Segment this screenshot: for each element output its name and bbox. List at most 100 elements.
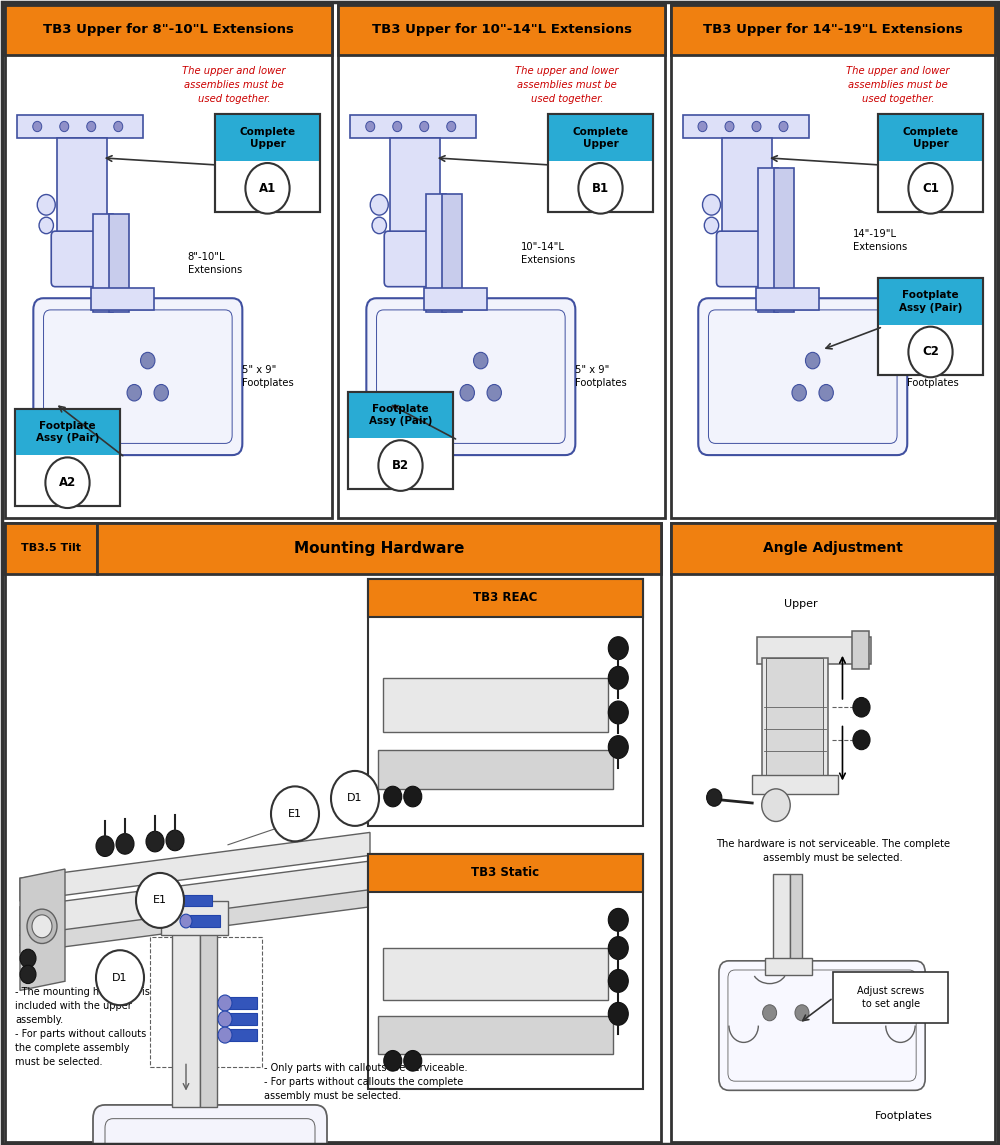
Circle shape	[32, 915, 52, 938]
Text: E1: E1	[288, 808, 302, 819]
Text: C2: C2	[922, 346, 939, 358]
Bar	[200, 907, 217, 1107]
Circle shape	[474, 353, 488, 369]
Circle shape	[404, 1050, 422, 1071]
Circle shape	[487, 385, 501, 401]
Text: The upper and lower
assemblies must be
used together.: The upper and lower assemblies must be u…	[182, 66, 286, 103]
Circle shape	[172, 893, 184, 907]
Bar	[766, 658, 823, 783]
Bar	[182, 894, 212, 906]
Circle shape	[378, 440, 423, 491]
Bar	[368, 854, 643, 892]
Bar	[878, 114, 983, 212]
Text: Footplate
Assy (Pair): Footplate Assy (Pair)	[899, 290, 962, 313]
Bar	[774, 168, 794, 313]
Circle shape	[725, 121, 734, 132]
Circle shape	[792, 385, 806, 401]
Bar	[671, 523, 995, 1142]
Circle shape	[96, 836, 114, 856]
Bar	[378, 1016, 613, 1053]
Bar	[227, 997, 257, 1009]
Bar	[548, 114, 653, 161]
Text: TB3.5 Tilt: TB3.5 Tilt	[21, 544, 81, 553]
Bar	[756, 287, 819, 310]
Circle shape	[331, 771, 379, 826]
Circle shape	[218, 995, 232, 1011]
Circle shape	[384, 1050, 402, 1071]
Circle shape	[127, 385, 141, 401]
Bar	[442, 194, 462, 313]
FancyBboxPatch shape	[698, 298, 907, 455]
Circle shape	[420, 121, 429, 132]
Bar	[15, 409, 120, 456]
Circle shape	[752, 121, 761, 132]
Text: The hardware is not serviceable. The complete
assembly must be selected.: The hardware is not serviceable. The com…	[716, 838, 950, 862]
Circle shape	[116, 834, 134, 854]
Bar	[878, 114, 983, 161]
Circle shape	[795, 1005, 809, 1021]
Bar	[97, 523, 661, 574]
Bar	[368, 579, 643, 827]
FancyBboxPatch shape	[33, 298, 242, 455]
Bar	[833, 972, 948, 1024]
Bar	[878, 278, 983, 325]
Bar	[17, 116, 143, 137]
Circle shape	[20, 965, 36, 984]
Circle shape	[366, 121, 375, 132]
Bar	[190, 915, 220, 926]
Bar	[722, 137, 772, 240]
Circle shape	[908, 326, 953, 377]
FancyBboxPatch shape	[51, 231, 122, 286]
Bar	[878, 278, 983, 376]
Bar	[878, 278, 983, 376]
Bar	[15, 409, 120, 506]
Text: B2: B2	[392, 459, 409, 472]
Text: Complete
Upper: Complete Upper	[572, 126, 629, 149]
Text: Angle Adjustment: Angle Adjustment	[763, 542, 903, 555]
Text: The upper and lower
assemblies must be
used together.: The upper and lower assemblies must be u…	[846, 66, 950, 103]
Polygon shape	[20, 890, 370, 953]
Circle shape	[704, 218, 719, 234]
Text: D1: D1	[112, 973, 128, 982]
Text: Footplates: Footplates	[875, 1111, 933, 1121]
Text: A1: A1	[259, 182, 276, 195]
Bar	[424, 287, 487, 310]
Circle shape	[96, 950, 144, 1005]
FancyBboxPatch shape	[716, 231, 788, 286]
Circle shape	[180, 914, 192, 927]
Bar	[671, 5, 995, 518]
Circle shape	[578, 163, 623, 214]
Circle shape	[370, 195, 388, 215]
Circle shape	[37, 195, 55, 215]
Text: D1: D1	[347, 793, 363, 804]
Bar	[383, 948, 608, 1000]
Text: Footplate
Assy (Pair): Footplate Assy (Pair)	[36, 421, 99, 443]
FancyBboxPatch shape	[719, 961, 925, 1090]
Text: Adjust screws
to set angle: Adjust screws to set angle	[857, 987, 924, 1009]
Circle shape	[154, 385, 168, 401]
Bar	[172, 907, 200, 1107]
Bar	[426, 194, 446, 313]
Bar	[852, 631, 869, 669]
Circle shape	[608, 1002, 628, 1025]
Circle shape	[447, 121, 456, 132]
Circle shape	[45, 457, 90, 508]
Bar	[773, 875, 790, 970]
Bar	[215, 114, 320, 212]
Text: B1: B1	[592, 182, 609, 195]
Bar	[683, 116, 809, 137]
Bar	[757, 637, 871, 664]
Circle shape	[404, 787, 422, 807]
Circle shape	[805, 353, 820, 369]
Bar	[109, 214, 129, 313]
Circle shape	[819, 385, 833, 401]
FancyBboxPatch shape	[366, 298, 575, 455]
Bar	[215, 114, 320, 212]
Circle shape	[20, 949, 36, 968]
Circle shape	[218, 1027, 232, 1043]
FancyBboxPatch shape	[93, 1105, 327, 1145]
Circle shape	[608, 666, 628, 689]
Bar	[93, 214, 113, 313]
Circle shape	[779, 121, 788, 132]
Circle shape	[608, 637, 628, 660]
